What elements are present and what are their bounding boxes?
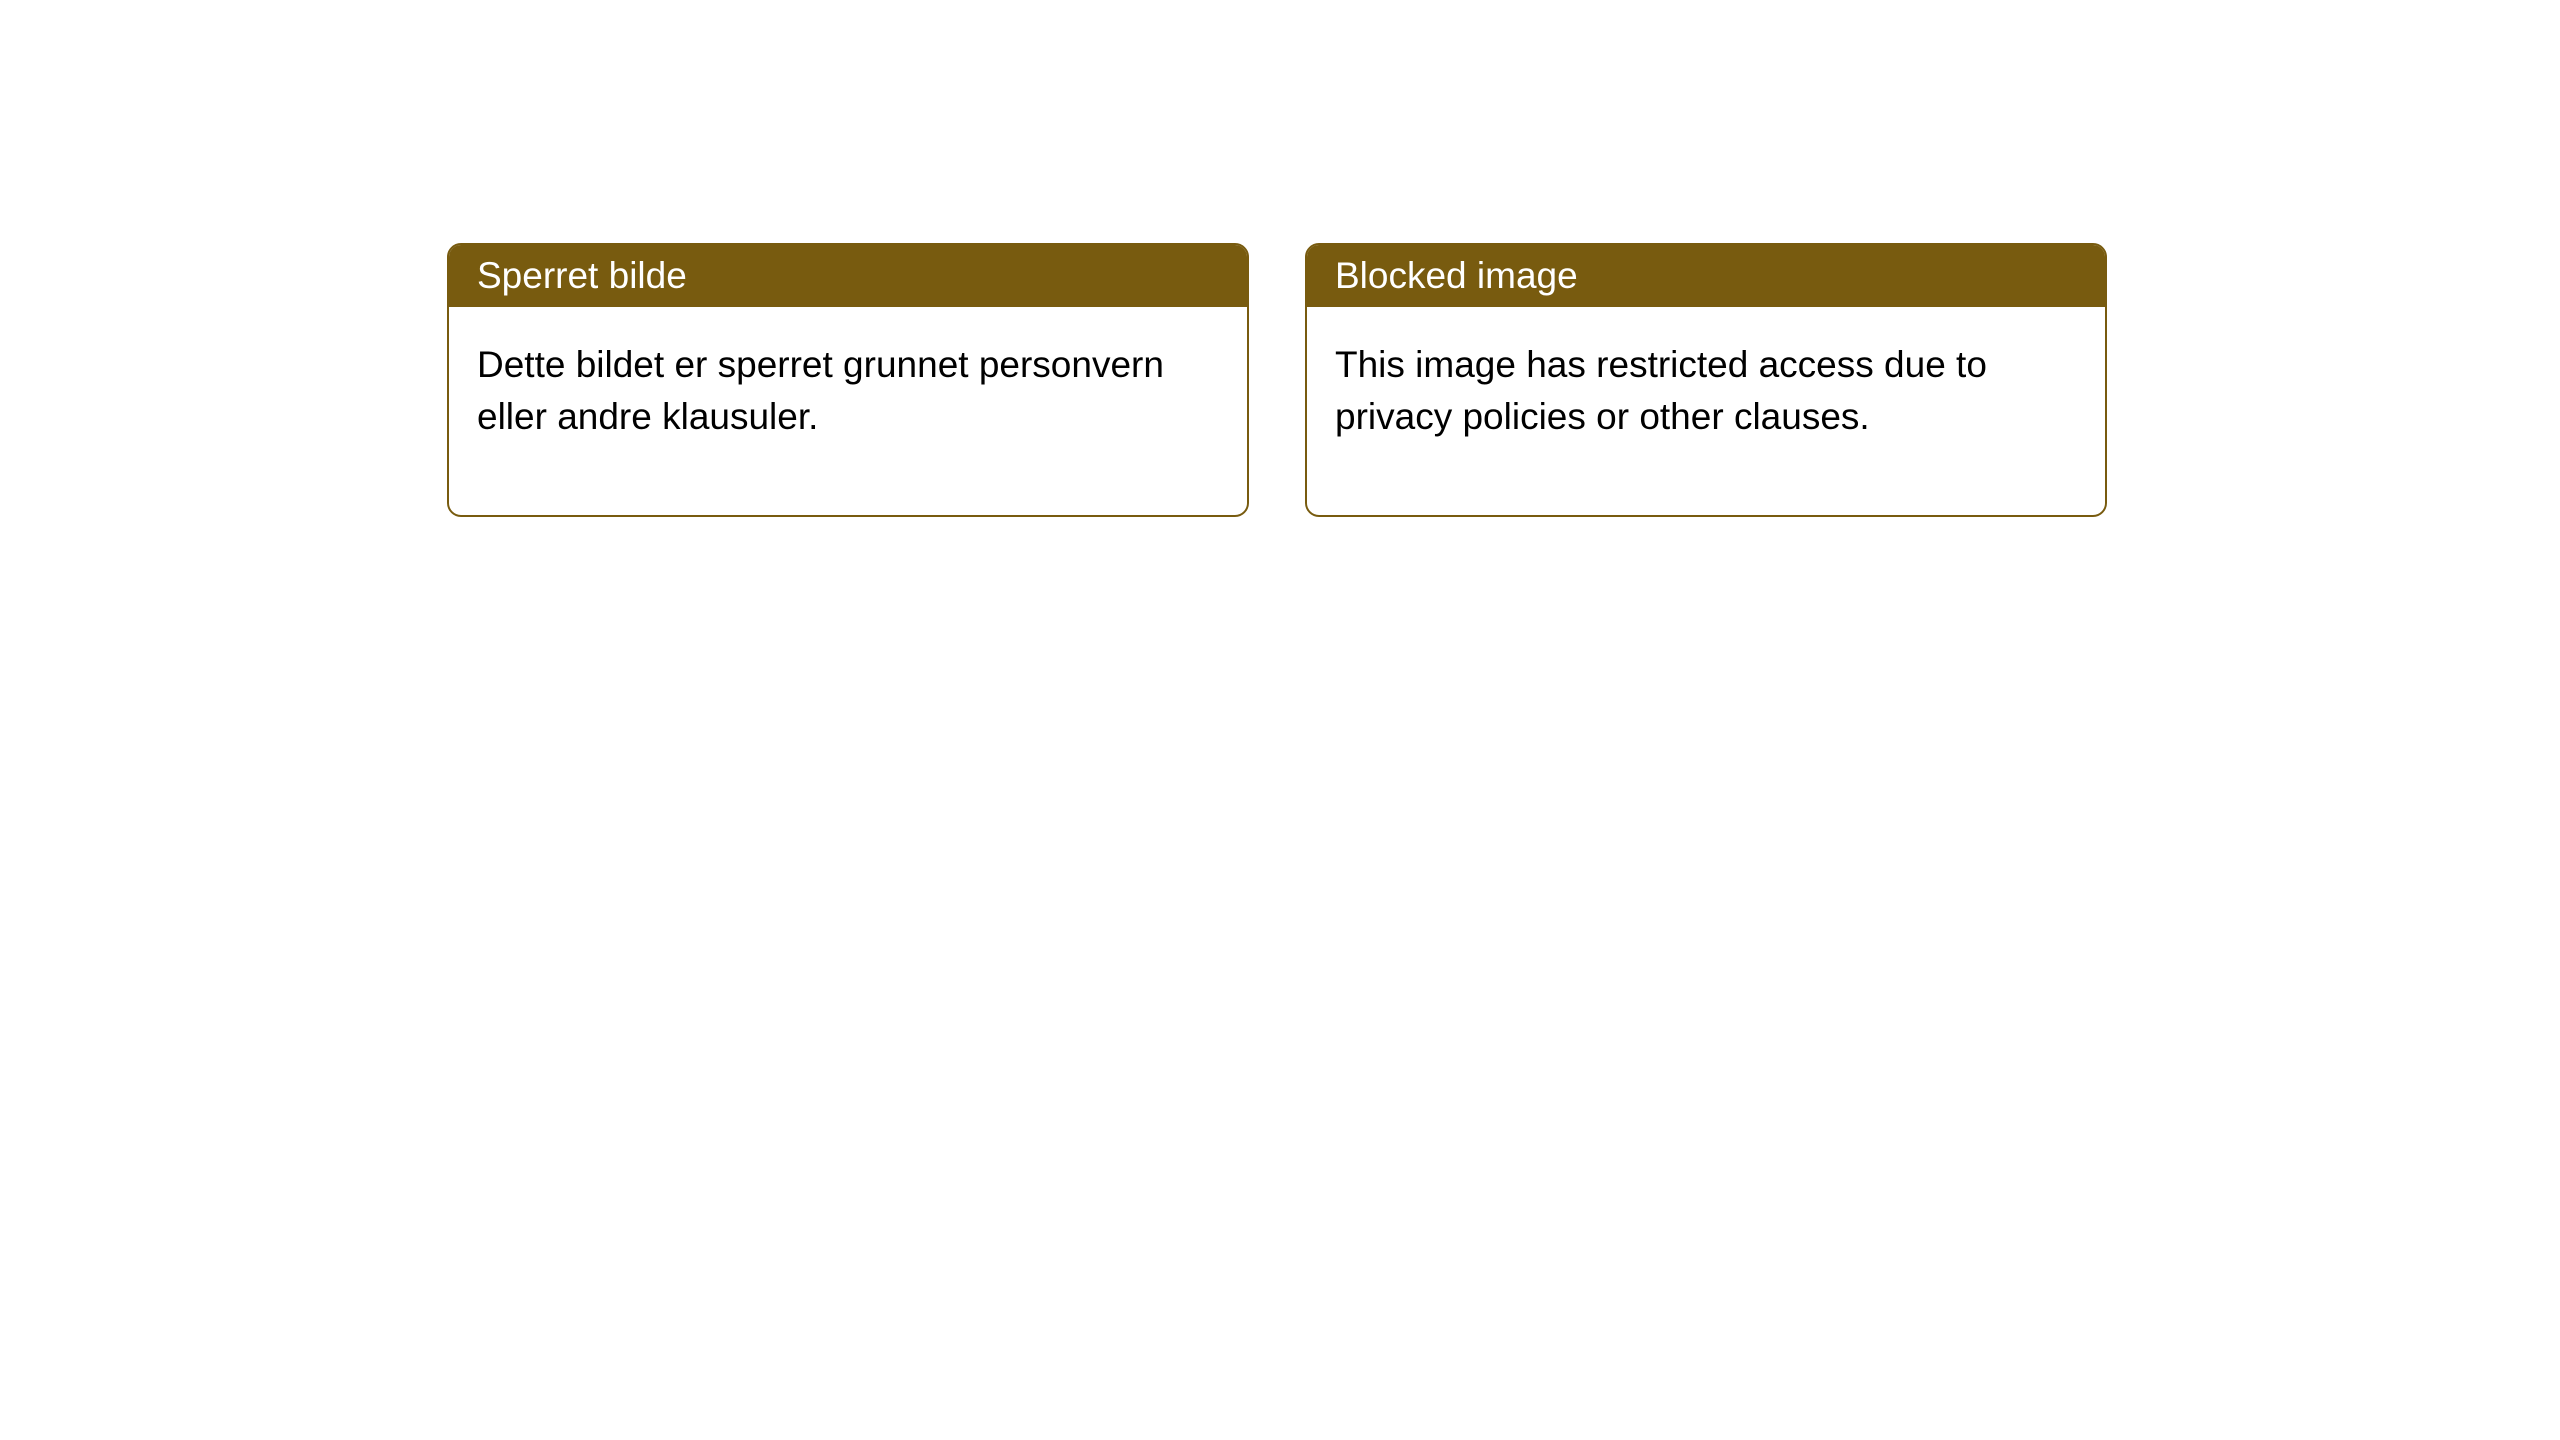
- notice-title-english: Blocked image: [1307, 245, 2105, 307]
- notice-card-norwegian: Sperret bilde Dette bildet er sperret gr…: [447, 243, 1249, 517]
- notice-card-english: Blocked image This image has restricted …: [1305, 243, 2107, 517]
- notice-body-norwegian: Dette bildet er sperret grunnet personve…: [449, 307, 1247, 515]
- notice-body-english: This image has restricted access due to …: [1307, 307, 2105, 515]
- notice-container: Sperret bilde Dette bildet er sperret gr…: [0, 0, 2560, 517]
- notice-title-norwegian: Sperret bilde: [449, 245, 1247, 307]
